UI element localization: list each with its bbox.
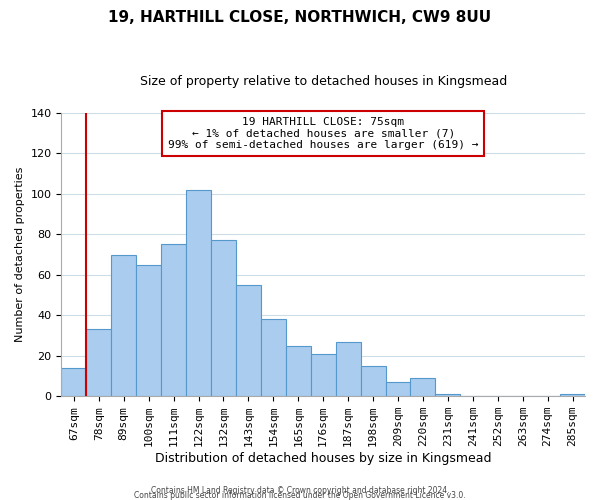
Text: 19, HARTHILL CLOSE, NORTHWICH, CW9 8UU: 19, HARTHILL CLOSE, NORTHWICH, CW9 8UU <box>109 10 491 25</box>
Bar <box>560 394 585 396</box>
Bar <box>161 244 186 396</box>
Text: Contains public sector information licensed under the Open Government Licence v3: Contains public sector information licen… <box>134 491 466 500</box>
Bar <box>335 342 361 396</box>
Text: 19 HARTHILL CLOSE: 75sqm
← 1% of detached houses are smaller (7)
99% of semi-det: 19 HARTHILL CLOSE: 75sqm ← 1% of detache… <box>168 117 478 150</box>
Text: Contains HM Land Registry data © Crown copyright and database right 2024.: Contains HM Land Registry data © Crown c… <box>151 486 449 495</box>
Bar <box>136 264 161 396</box>
Bar <box>386 382 410 396</box>
Bar <box>111 254 136 396</box>
Bar <box>410 378 436 396</box>
Bar <box>186 190 211 396</box>
Bar <box>211 240 236 396</box>
Bar <box>61 368 86 396</box>
Bar <box>261 320 286 396</box>
Title: Size of property relative to detached houses in Kingsmead: Size of property relative to detached ho… <box>140 75 507 88</box>
Bar <box>436 394 460 396</box>
X-axis label: Distribution of detached houses by size in Kingsmead: Distribution of detached houses by size … <box>155 452 491 465</box>
Bar <box>286 346 311 396</box>
Bar <box>361 366 386 396</box>
Bar <box>311 354 335 396</box>
Y-axis label: Number of detached properties: Number of detached properties <box>15 167 25 342</box>
Bar <box>86 330 111 396</box>
Bar <box>236 285 261 396</box>
